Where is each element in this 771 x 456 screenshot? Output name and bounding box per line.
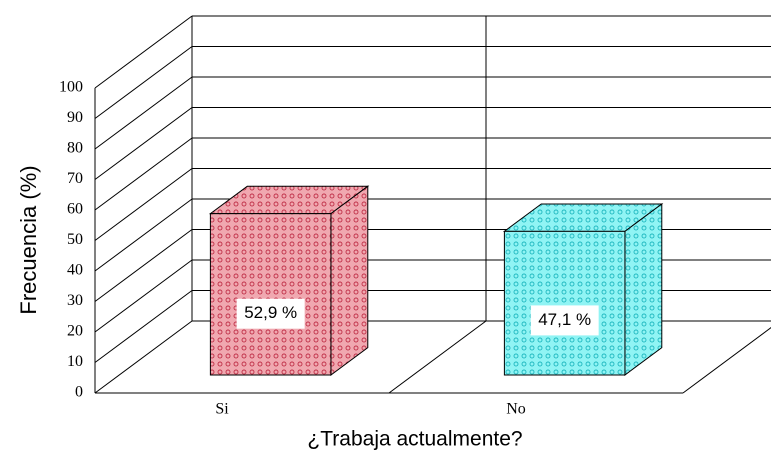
side-grid-line [94, 46, 193, 119]
y-tick-label: 100 [59, 79, 83, 96]
y-axis-title: Frecuencia (%) [16, 165, 41, 314]
value-label-bg [236, 298, 305, 329]
x-axis-title: ¿Trabaja actualmente? [307, 428, 522, 451]
x-tick-label: Si [215, 401, 229, 418]
side-grid-line [94, 107, 193, 180]
y-tick-label: 40 [67, 262, 83, 279]
y-tick-label: 70 [67, 170, 83, 187]
y-tick-label: 90 [67, 109, 83, 126]
y-tick-label: 60 [67, 201, 83, 218]
side-grid-line [94, 320, 193, 394]
value-label-bg [530, 305, 599, 336]
side-grid-line [94, 290, 193, 363]
value-label: 47,1 % [538, 310, 591, 329]
category-divider [388, 320, 487, 394]
side-grid-line [94, 168, 193, 241]
side-grid-line [94, 259, 193, 333]
y-tick-label: 30 [67, 292, 83, 309]
value-label: 52,9 % [244, 303, 297, 322]
bar-side [624, 202, 663, 376]
y-tick-label: 0 [75, 384, 83, 401]
side-grid-line [94, 229, 193, 302]
y-tick-label: 10 [67, 353, 83, 370]
bar [209, 213, 332, 376]
y-tick-label: 80 [67, 140, 83, 157]
x-tick-label: No [506, 401, 526, 418]
y-tick-label: 50 [67, 231, 83, 248]
y-tick-label: 20 [67, 323, 83, 340]
side-grid-line [94, 15, 193, 89]
side-grid-line [94, 76, 193, 150]
floor-right [682, 327, 771, 394]
bar [503, 230, 626, 376]
side-grid-line [94, 137, 193, 211]
side-grid-line [94, 198, 193, 272]
bar-side [330, 185, 369, 376]
